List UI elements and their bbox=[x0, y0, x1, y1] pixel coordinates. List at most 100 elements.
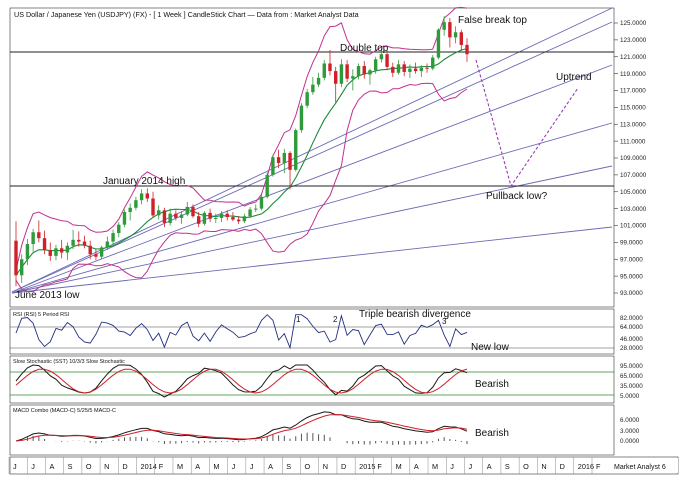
macd-tick-label: 6.0000 bbox=[620, 417, 640, 424]
y-tick-label: 119.0000 bbox=[620, 71, 646, 78]
candle-body bbox=[294, 130, 298, 170]
y-tick-label: 97.0000 bbox=[620, 256, 643, 263]
stoch-tick-label: 5.0000 bbox=[620, 393, 640, 400]
stoch-d-line bbox=[15, 368, 468, 394]
annotation-uptrend: Uptrend bbox=[556, 72, 592, 83]
annotation-false-break-top: False break top bbox=[458, 15, 527, 26]
x-tick-label: A bbox=[487, 462, 492, 471]
bollinger-bands bbox=[15, 6, 468, 293]
candle-body bbox=[402, 64, 406, 72]
macd-annotation-bearish: Bearish bbox=[475, 428, 509, 439]
fan-line-6 bbox=[11, 7, 613, 293]
y-axis-rsi: 82.0000 64.0000 46.0000 28.0000 bbox=[620, 315, 643, 352]
candle-body bbox=[202, 212, 207, 224]
annotation-pullback-low: Pullback low? bbox=[486, 191, 548, 202]
x-tick-label: F bbox=[377, 462, 382, 471]
candle-body bbox=[65, 245, 70, 253]
candle-body bbox=[333, 71, 338, 84]
x-tick-label: F bbox=[596, 462, 601, 471]
x-tick-label: O bbox=[305, 462, 311, 471]
candle-body bbox=[465, 44, 469, 55]
candle-body bbox=[345, 64, 349, 79]
candle-body bbox=[196, 216, 201, 224]
y-tick-label: 121.0000 bbox=[620, 54, 647, 61]
candle-body bbox=[168, 213, 172, 223]
y-axis-stoch: 95.0000 65.0000 35.0000 5.0000 bbox=[620, 363, 643, 400]
x-tick-label: D bbox=[560, 462, 565, 471]
candle-body bbox=[231, 217, 235, 220]
candle-body bbox=[151, 198, 155, 216]
x-tick-label: N bbox=[541, 462, 546, 471]
y-tick-label: 99.0000 bbox=[620, 240, 643, 247]
y-tick-label: 93.0000 bbox=[620, 290, 643, 297]
candle-body bbox=[117, 224, 121, 234]
x-tick-label: M bbox=[213, 462, 219, 471]
candle-body bbox=[134, 200, 138, 208]
candle-body bbox=[442, 22, 446, 30]
candle-body bbox=[379, 54, 384, 60]
candle-body bbox=[248, 209, 252, 217]
candle-body bbox=[214, 217, 218, 219]
macd-lines bbox=[15, 411, 468, 446]
candle-body bbox=[179, 214, 184, 218]
candle-body bbox=[145, 193, 150, 199]
y-tick-label: 107.0000 bbox=[620, 172, 647, 179]
x-tick-label: N bbox=[104, 462, 109, 471]
candle-body bbox=[339, 64, 344, 84]
rsi-series bbox=[15, 314, 468, 350]
x-tick-label: J bbox=[232, 462, 236, 471]
candle-body bbox=[419, 67, 424, 72]
candle-body bbox=[59, 248, 64, 253]
candle-body bbox=[191, 206, 195, 217]
candle-body bbox=[448, 22, 452, 38]
candle-body bbox=[242, 216, 247, 222]
fan-line-5 bbox=[11, 21, 613, 293]
candle-body bbox=[157, 210, 161, 216]
rsi-tick-label: 82.0000 bbox=[620, 315, 643, 322]
x-tick-label: S bbox=[505, 462, 510, 471]
candle-body bbox=[254, 208, 258, 210]
macd-title: MACD Combo (MACD-C) 5/25/5 MACD-C bbox=[13, 408, 116, 414]
candle-body bbox=[276, 157, 281, 164]
y-tick-label: 111.0000 bbox=[620, 138, 646, 145]
candle-body bbox=[328, 63, 332, 72]
x-tick-label: J bbox=[450, 462, 454, 471]
x-tick-label: 2016 bbox=[578, 462, 594, 471]
candle-body bbox=[311, 84, 315, 93]
candle-body bbox=[77, 239, 81, 242]
candle-body bbox=[436, 29, 441, 58]
annotation-june-2013-low: June 2013 low bbox=[15, 290, 80, 301]
candle-body bbox=[37, 232, 41, 239]
y-tick-label: 109.0000 bbox=[620, 155, 647, 162]
candle-body bbox=[82, 241, 87, 246]
watermark-box bbox=[612, 458, 678, 473]
macd-line bbox=[15, 411, 468, 442]
rsi-tick-label: 64.0000 bbox=[620, 324, 643, 331]
candle-body bbox=[31, 232, 35, 245]
candle-body bbox=[259, 196, 264, 209]
watermark: Market Analyst 6 bbox=[614, 464, 666, 471]
x-tick-label: S bbox=[286, 462, 291, 471]
fan-line-1 bbox=[11, 64, 613, 294]
x-tick-label: N bbox=[323, 462, 328, 471]
candle-body bbox=[368, 70, 372, 75]
x-tick-label: O bbox=[86, 462, 92, 471]
fan-line-3 bbox=[11, 165, 613, 294]
rsi-annotation-new-low: New low bbox=[471, 342, 510, 353]
price-panel-frame bbox=[9, 7, 615, 308]
candle-body bbox=[351, 76, 355, 79]
projection-path bbox=[475, 59, 579, 188]
x-tick-label: J bbox=[31, 462, 35, 471]
candle-body bbox=[128, 207, 132, 212]
x-tick-label: S bbox=[68, 462, 73, 471]
rsi-title: RSI (RSI) 5 Period RSI bbox=[13, 312, 70, 318]
candle-body bbox=[139, 193, 144, 201]
candle-body bbox=[265, 174, 269, 197]
candle-body bbox=[299, 105, 304, 131]
candle-body bbox=[453, 32, 458, 38]
candle-body bbox=[25, 244, 30, 260]
rsi-panel-frame bbox=[9, 308, 615, 355]
candle-body bbox=[14, 240, 18, 276]
